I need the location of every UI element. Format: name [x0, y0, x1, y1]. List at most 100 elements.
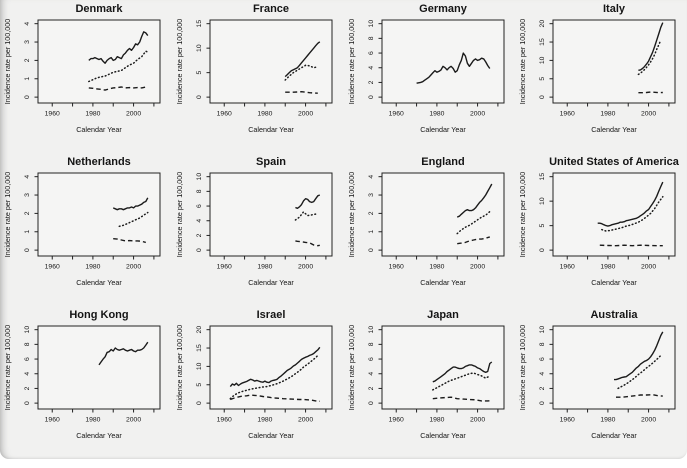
y-tick-label: 0	[368, 95, 375, 99]
panel-title: England	[421, 156, 464, 168]
y-tick-label: 10	[368, 20, 375, 28]
y-tick-label: 4	[196, 219, 203, 223]
y-axis-label: Incidence rate per 100,000	[347, 19, 356, 105]
y-axis-label: Incidence rate per 100,000	[347, 325, 356, 411]
x-tick-label: 2000	[641, 111, 656, 118]
panel-title: Denmark	[75, 3, 123, 15]
y-tick-label: 0	[196, 401, 203, 405]
x-tick-label: 2000	[298, 417, 313, 424]
y-tick-label: 6	[196, 204, 203, 208]
series-line-dashed	[113, 238, 146, 244]
y-tick-label: 2	[24, 211, 31, 215]
y-tick-label: 1	[24, 230, 31, 234]
y-tick-label: 5	[539, 224, 546, 228]
x-tick-label: 1980	[429, 417, 444, 424]
series-line-solid	[112, 197, 149, 211]
x-tick-label: 2000	[470, 417, 485, 424]
panel-title: Spain	[256, 156, 286, 168]
series-line-dashed	[638, 91, 664, 94]
y-tick-label: 0	[24, 95, 31, 99]
x-axis-label: Calendar Year	[420, 125, 466, 134]
x-tick-label: 1960	[45, 417, 60, 424]
x-tick-label: 1980	[601, 264, 616, 271]
plot-box	[209, 325, 333, 410]
y-tick-label: 4	[368, 175, 375, 179]
x-axis-label: Calendar Year	[248, 278, 294, 287]
y-tick-label: 4	[24, 175, 31, 179]
y-tick-label: 10	[24, 326, 31, 334]
x-axis-label: Calendar Year	[591, 431, 637, 440]
y-tick-label: 8	[368, 36, 375, 40]
plot-box	[552, 325, 676, 410]
series-line-dotted	[88, 50, 149, 83]
y-tick-label: 10	[196, 362, 203, 370]
panel-svg-australia: Australia 1960 1980 2000 0 2 4 6 8 10 Calendar Yea…	[518, 309, 676, 440]
x-tick-label: 1960	[388, 417, 403, 424]
plot-box	[552, 19, 676, 104]
panel-hong-kong: Hong Kong 1960 1980 2000 0 2 4 6 8 10 Calendar Yea…	[0, 306, 172, 459]
plot-box	[37, 325, 161, 410]
panel-japan: Japan 1960 1980 2000 0 2 4 6 8 10 Calendar Year Inc…	[344, 306, 516, 459]
panel-spain: Spain 1960 1980 2000 0 2 4 6 8 10 Calendar Year Inc…	[172, 153, 344, 306]
y-axis-label: Incidence rate per 100,000	[347, 172, 356, 258]
x-axis-label: Calendar Year	[420, 431, 466, 440]
series-line-dotted	[455, 210, 491, 235]
series-line-dashed	[88, 86, 146, 91]
y-tick-label: 4	[368, 66, 375, 70]
y-tick-label: 15	[196, 20, 203, 28]
y-tick-label: 2	[24, 386, 31, 390]
plot-box	[381, 172, 504, 257]
plot-box	[381, 325, 504, 410]
x-tick-label: 1980	[257, 264, 272, 271]
y-axis-label: Incidence rate per 100,000	[518, 325, 527, 411]
x-tick-label: 1960	[216, 417, 231, 424]
y-tick-label: 6	[539, 357, 546, 361]
series-line-dotted	[637, 39, 662, 76]
series-line-solid	[284, 41, 320, 78]
series-line-solid	[638, 22, 664, 71]
panel-title: Hong Kong	[69, 309, 128, 321]
panel-title: Australia	[591, 309, 639, 321]
y-axis-label: Incidence rate per 100,000	[3, 325, 12, 411]
panel-svg-united-states-of-america: United States of America 1960 1980 2000 0 5 10…	[518, 156, 680, 287]
x-tick-label: 2000	[470, 264, 485, 271]
y-tick-label: 6	[368, 51, 375, 55]
y-tick-label: 0	[368, 248, 375, 252]
y-tick-label: 10	[196, 173, 203, 181]
plot-box	[209, 172, 333, 257]
y-tick-label: 8	[368, 342, 375, 346]
series-line-dotted	[294, 211, 319, 221]
x-axis-label: Calendar Year	[591, 278, 637, 287]
panel-svg-denmark: Denmark 1960 1980 2000 0 1 2 3 4 Calendar Year Inc…	[3, 3, 161, 134]
y-tick-label: 4	[24, 372, 31, 376]
y-tick-label: 2	[24, 58, 31, 62]
y-tick-label: 0	[539, 248, 546, 252]
y-axis-label: Incidence rate per 100,000	[175, 325, 184, 411]
x-tick-label: 2000	[126, 417, 141, 424]
x-tick-label: 1960	[45, 111, 60, 118]
series-line-solid	[88, 31, 149, 64]
y-tick-label: 2	[196, 233, 203, 237]
y-tick-label: 1	[368, 230, 375, 234]
x-axis-label: Calendar Year	[76, 125, 122, 134]
x-tick-label: 1960	[560, 111, 575, 118]
series-line-solid	[415, 52, 490, 84]
series-line-dashed	[616, 394, 664, 398]
series-line-dashed	[295, 240, 320, 247]
y-axis-label: Incidence rate per 100,000	[518, 172, 527, 258]
y-tick-label: 5	[196, 383, 203, 387]
series-line-dotted	[431, 372, 491, 391]
panel-italy: Italy 1960 1980 2000 0 5 10 15 20 Calendar Year In…	[515, 0, 687, 153]
plot-box	[37, 19, 161, 104]
plot-box	[209, 19, 333, 104]
y-tick-label: 4	[539, 372, 546, 376]
plot-box	[37, 172, 161, 257]
y-tick-label: 15	[196, 344, 203, 352]
panel-title: Germany	[419, 3, 468, 15]
y-tick-label: 2	[368, 211, 375, 215]
panel-england: England 1960 1980 2000 0 1 2 3 4 Calendar Year Inc…	[344, 153, 516, 306]
panel-title: Israel	[256, 309, 285, 321]
series-line-dotted	[118, 211, 149, 228]
